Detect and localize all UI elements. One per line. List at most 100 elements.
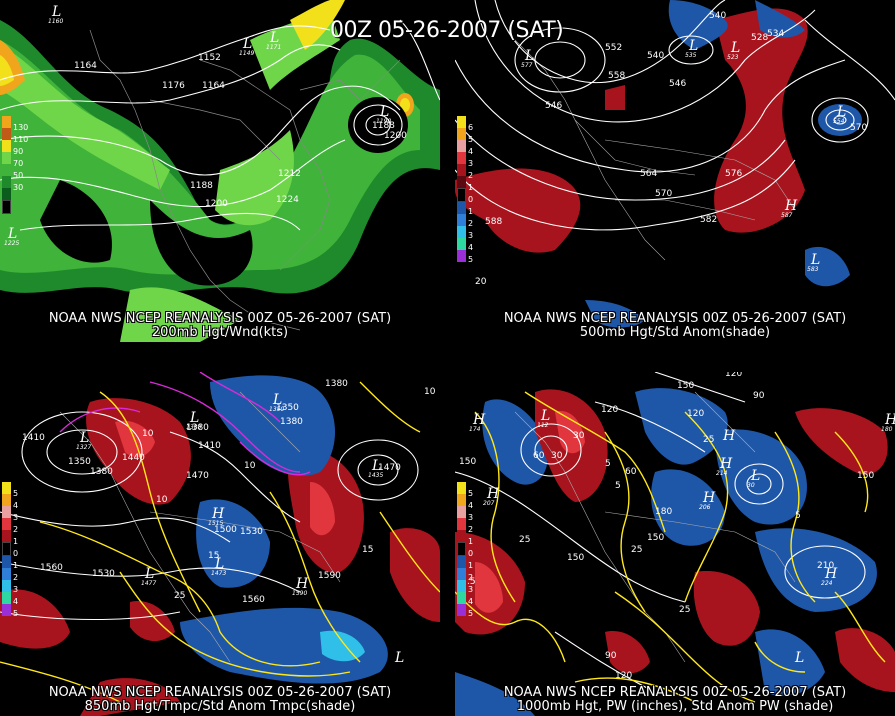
low-pressure-marker: L [394, 650, 404, 666]
contour-label: 540 [647, 51, 664, 61]
contour-label: 30 [551, 451, 563, 461]
legend-label: 30 [13, 183, 24, 192]
legend-label: 50 [13, 171, 24, 180]
caption-line2: 1000mb Hgt, PW (inches), Std Anom PW (sh… [516, 699, 834, 714]
center-value: 207 [483, 500, 495, 507]
contour-label: 150 [459, 457, 476, 467]
contour-label: 5 [615, 481, 621, 491]
legend-label: 4 [468, 243, 474, 252]
contour-label: 1350 [276, 403, 299, 413]
center-value: 1350 [269, 406, 284, 413]
legend-label: 3 [13, 585, 19, 594]
contour-label: 1500 [214, 525, 237, 535]
center-value: 1160 [48, 18, 63, 25]
legend-label: 1 [468, 561, 474, 570]
contour-label: 1440 [122, 453, 145, 463]
high-pressure-marker: H [472, 412, 486, 428]
contour-label: 210 [817, 561, 834, 571]
center-value: 174 [469, 426, 481, 433]
contour-label: 60 [533, 451, 545, 461]
contour-label: 534 [767, 29, 784, 39]
legend-label: 5 [13, 489, 19, 498]
contour-label: 25 [174, 591, 185, 601]
legend-label: 2 [468, 525, 474, 534]
contour-label: 90 [753, 391, 765, 401]
contour-label: 1176 [162, 81, 185, 91]
low-pressure-marker: L [242, 36, 252, 52]
contour-label: 5 [605, 459, 611, 469]
legend-label: 5 [13, 609, 19, 618]
center-value: 214 [716, 470, 728, 477]
center-value: 112 [537, 422, 549, 429]
high-pressure-marker: H [719, 456, 733, 472]
high-pressure-marker: H [784, 198, 798, 214]
low-pressure-marker: L [7, 226, 17, 242]
legend-label: 6 [468, 123, 474, 132]
contour-label: 25 [519, 535, 530, 545]
contour-label: 1410 [198, 441, 221, 451]
legend-label: 4 [468, 147, 474, 156]
panel-200mb-wind: 1164 1176 1164 1152 1188 1200 1212 1224 1188 1200… [0, 0, 440, 342]
low-pressure-marker: L [810, 252, 820, 268]
legend-label: 2 [13, 525, 19, 534]
legend-label: 0 [468, 549, 474, 558]
contour-label: 1164 [74, 61, 97, 71]
contour-label: 1200 [384, 131, 407, 141]
center-value: 1435 [368, 472, 383, 479]
contour-label: 20 [475, 277, 487, 287]
legend-pw-anom: 5 4 3 2 1 0 1 2 3 4 5 [457, 482, 473, 618]
contour-label: 10 [142, 429, 154, 439]
panel-1000mb-pw: 150 120 90 120 120 30 60 30 60 150 180 150 150 210 90 1… [455, 372, 895, 716]
center-value: 1590 [292, 590, 307, 597]
low-pressure-marker: L [540, 408, 550, 424]
panel-500mb-anom: 552 540 558 546 546 540 528 534 564 570 576 582 588 5… [455, 0, 895, 342]
legend-wind: 130 110 90 70 50 30 [2, 116, 28, 214]
low-pressure-marker: L [189, 410, 199, 426]
legend-label: 2 [468, 219, 474, 228]
contour-label: 1560 [242, 595, 265, 605]
legend-label: 3 [13, 513, 19, 522]
contour-label: 10 [156, 495, 168, 505]
contour-label: 1470 [186, 471, 209, 481]
legend-label: 90 [13, 147, 24, 156]
contour-label: 582 [700, 215, 717, 225]
high-pressure-marker: H [295, 576, 309, 592]
high-pressure-marker: H [824, 566, 838, 582]
contour-label: 570 [655, 189, 672, 199]
contour-label: 1188 [372, 121, 395, 131]
contour-label: 1188 [190, 181, 213, 191]
contour-label: 1380 [280, 417, 303, 427]
high-pressure-marker: H [211, 506, 225, 522]
center-value: 180 [881, 426, 893, 433]
contour-label: 1380 [90, 467, 113, 477]
center-value: 1190 [376, 118, 391, 125]
legend-label: 4 [468, 597, 474, 606]
contour-label: 150 [647, 533, 664, 543]
caption-line2: 200mb Hgt/Wnd(kts) [151, 325, 289, 340]
center-value: 1515 [208, 520, 223, 527]
center-value: 1327 [76, 444, 91, 451]
contour-label: 1200 [205, 199, 228, 209]
low-pressure-marker: L [51, 4, 61, 20]
center-value: 206 [699, 504, 711, 511]
low-pressure-marker: L [688, 38, 698, 54]
center-value: 1149 [239, 50, 254, 57]
panel-850mb-temp: 1410 1350 1380 1440 1380 1410 1470 1380 1380 1350… [0, 372, 440, 716]
contour-label: 60 [625, 467, 637, 477]
legend-label: 5 [468, 489, 474, 498]
legend-label: 2 [468, 171, 474, 180]
map-500mb: 5525405585465465405285345645705765825885… [455, 0, 895, 342]
contour-label: 90 [605, 651, 617, 661]
legend-label: 4 [13, 597, 19, 606]
low-pressure-marker: L [524, 48, 534, 64]
center-value: 554 [833, 118, 845, 125]
center-value: 1473 [211, 570, 226, 577]
contour-label: 546 [545, 101, 562, 111]
contour-label: 25 [703, 435, 714, 445]
center-value: 1171 [266, 44, 281, 51]
low-pressure-marker: L [371, 458, 381, 474]
center-value: 587 [781, 212, 793, 219]
center-value: 583 [807, 266, 819, 273]
contour-label: 1530 [92, 569, 115, 579]
